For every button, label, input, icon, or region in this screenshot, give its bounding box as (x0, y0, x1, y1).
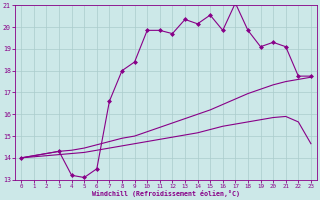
X-axis label: Windchill (Refroidissement éolien,°C): Windchill (Refroidissement éolien,°C) (92, 190, 240, 197)
